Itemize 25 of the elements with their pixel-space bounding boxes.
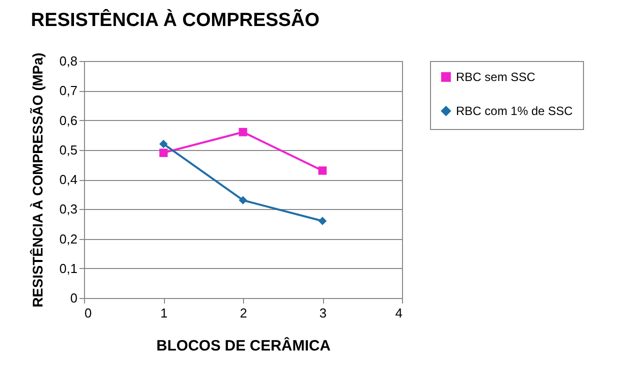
x-tick-label: 3	[319, 306, 327, 320]
y-tick-label: 0,1	[59, 260, 78, 276]
point	[159, 148, 168, 158]
x-tick-label: 0	[84, 306, 92, 320]
y-tick-label: 0	[70, 290, 78, 306]
x-axis-title: BLOCOS DE CERÂMICA	[156, 336, 331, 354]
point	[318, 166, 327, 175]
y-tick-label: 0,5	[59, 142, 78, 158]
point	[238, 128, 248, 136]
y-tick-label: 0,6	[59, 112, 78, 128]
legend-label: RBC com 1% de SSC	[456, 104, 574, 118]
chart-title: RESISTÊNCIA À COMPRESSÃO	[30, 8, 320, 31]
point	[318, 216, 327, 226]
legend-label: RBC sem SSC	[456, 70, 536, 84]
y-tick-label: 0,2	[59, 231, 78, 246]
y-tick-label: 0,7	[59, 83, 78, 98]
point	[159, 140, 168, 148]
y-axis-title: RESISTÊNCIA À COMPRESSÃO (MPa)	[29, 52, 46, 308]
point	[238, 196, 248, 204]
y-tick-label: 0,4	[59, 172, 78, 187]
y-tick-label: 0,8	[59, 54, 78, 68]
x-tick-label: 2	[240, 306, 248, 320]
y-tick-label: 0,3	[59, 202, 78, 217]
x-tick-label: 4	[395, 306, 402, 320]
x-tick-label: 1	[160, 306, 168, 320]
